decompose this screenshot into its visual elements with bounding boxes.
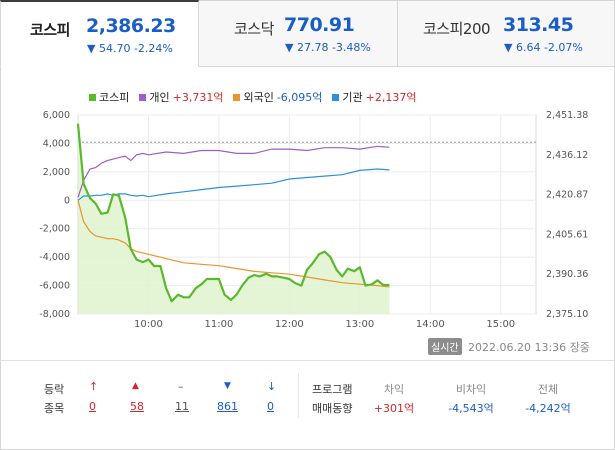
x-tick-label: 10:00 bbox=[134, 319, 163, 330]
program-label-2: 매매동향 bbox=[312, 402, 353, 415]
foreign-line bbox=[77, 200, 390, 288]
left-tick-label: 6,000 bbox=[43, 110, 70, 121]
tab-kospi200-value: 313.45 bbox=[503, 14, 574, 36]
tab-kospi-name: 코스피 bbox=[30, 21, 70, 39]
kospi-line bbox=[76, 123, 390, 303]
program-value-nonarbitrage: -4,543억 bbox=[448, 402, 494, 415]
legend-institution-value: +2,137억 bbox=[365, 91, 417, 104]
x-tick-label: 12:00 bbox=[275, 319, 304, 330]
summary-divider bbox=[298, 373, 299, 418]
tab-kospi-value: 2,386.23 bbox=[86, 15, 176, 37]
legend-institution-swatch bbox=[332, 93, 340, 101]
right-tick-label: 2,405.61 bbox=[546, 229, 588, 240]
left-tick-label: -4,000 bbox=[39, 252, 70, 263]
rise-count[interactable]: 58 bbox=[130, 400, 144, 413]
tab-kosdaq-change: ▼ 27.78 -3.48% bbox=[285, 41, 371, 54]
tab-kospi200-name: 코스피200 bbox=[423, 20, 491, 38]
limit-down-icon: ↓ bbox=[267, 380, 277, 393]
flat-count[interactable]: 11 bbox=[175, 400, 189, 413]
individual-line bbox=[77, 145, 390, 198]
tab-kosdaq[interactable]: 코스닥 770.91 ▼ 27.78 -3.48% bbox=[199, 0, 398, 67]
fall-count[interactable]: 861 bbox=[217, 400, 238, 413]
index-chart: 10:00 11:00 12:00 13:00 14:00 15:00 6,000 4,000… bbox=[39, 110, 588, 330]
program-value-total: -4,242억 bbox=[525, 402, 571, 415]
program-label-1: 프로그램 bbox=[312, 383, 353, 396]
tab-kospi200[interactable]: 코스피200 313.45 ▼ 6.64 -2.07% bbox=[398, 0, 615, 67]
realtime-badge[interactable]: 실시간 bbox=[428, 338, 462, 355]
tab-kospi-change: ▼ 54.70 -2.24% bbox=[87, 42, 173, 55]
breadth-label-2: 종목 bbox=[44, 402, 65, 415]
chart-panel: 코스피 개인 +3,731억 외국인 -6,095억 기관 +2,137억 10… bbox=[0, 67, 615, 360]
tab-kosdaq-value: 770.91 bbox=[284, 14, 355, 36]
left-tick-label: 4,000 bbox=[43, 138, 70, 149]
chart-grid bbox=[77, 114, 537, 315]
chart-axes: 10:00 11:00 12:00 13:00 14:00 15:00 6,000 4,000… bbox=[39, 110, 588, 330]
left-tick-label: 0 bbox=[64, 195, 70, 206]
right-tick-label: 2,420.87 bbox=[546, 190, 588, 201]
program-header-arbitrage: 차익 bbox=[383, 383, 405, 396]
fall-icon: ▼ bbox=[224, 381, 231, 391]
legend-foreign-value: -6,095억 bbox=[276, 91, 323, 104]
legend-foreign-swatch bbox=[233, 93, 241, 101]
legend-individual-swatch bbox=[139, 93, 147, 101]
breadth-label-1: 등락 bbox=[44, 383, 65, 396]
legend-foreign[interactable]: 외국인 -6,095억 bbox=[233, 89, 322, 105]
market-summary: 등락 종목 ↑ 0 ▲ 58 – 11 ▼ 861 ↓ 0 프로그램 매매동향 … bbox=[0, 360, 615, 450]
program-value-arbitrage: +301억 bbox=[373, 402, 415, 415]
legend-kospi-label: 코스피 bbox=[99, 91, 130, 104]
right-tick-label: 2,436.12 bbox=[546, 150, 588, 161]
right-tick-label: 2,451.38 bbox=[546, 110, 588, 121]
x-tick-label: 11:00 bbox=[205, 319, 234, 330]
right-tick-label: 2,390.36 bbox=[546, 269, 588, 280]
legend-individual-value: +3,731억 bbox=[172, 91, 224, 104]
right-tick-label: 2,375.10 bbox=[546, 309, 588, 320]
legend-kospi[interactable]: 코스피 bbox=[89, 89, 129, 105]
market-status: 장중 bbox=[569, 341, 590, 354]
x-tick-label: 14:00 bbox=[416, 319, 445, 330]
left-tick-label: -6,000 bbox=[39, 281, 70, 292]
left-tick-label: -2,000 bbox=[39, 224, 70, 235]
tab-kospi200-change: ▼ 6.64 -2.07% bbox=[504, 41, 583, 54]
chart-legend: 코스피 개인 +3,731억 외국인 -6,095억 기관 +2,137억 bbox=[89, 89, 417, 105]
limit-down-count[interactable]: 0 bbox=[267, 400, 274, 413]
flat-icon: – bbox=[178, 380, 184, 393]
timestamp-value: 2022.06.20 13:36 bbox=[468, 341, 567, 354]
left-tick-label: 2,000 bbox=[43, 167, 70, 178]
institution-line bbox=[77, 168, 390, 201]
tab-kosdaq-name: 코스닥 bbox=[234, 20, 274, 38]
x-tick-label: 13:00 bbox=[345, 319, 374, 330]
left-tick-label: -8,000 bbox=[39, 309, 70, 320]
program-header-nonarbitrage: 비차익 bbox=[455, 383, 487, 396]
tab-kospi[interactable]: 코스피 2,386.23 ▼ 54.70 -2.24% bbox=[0, 0, 199, 67]
legend-individual[interactable]: 개인 +3,731억 bbox=[139, 89, 223, 105]
chart-series bbox=[76, 123, 390, 314]
rise-icon: ▲ bbox=[132, 381, 139, 391]
legend-kospi-swatch bbox=[89, 93, 96, 101]
legend-individual-label: 개인 bbox=[149, 91, 170, 104]
legend-foreign-label: 외국인 bbox=[243, 91, 274, 104]
index-tabs: 코스피 2,386.23 ▼ 54.70 -2.24% 코스닥 770.91 ▼… bbox=[0, 0, 615, 67]
legend-institution[interactable]: 기관 +2,137억 bbox=[332, 89, 417, 105]
limit-up-count[interactable]: 0 bbox=[89, 400, 96, 413]
legend-institution-label: 기관 bbox=[342, 91, 363, 104]
x-tick-label: 15:00 bbox=[486, 319, 515, 330]
limit-up-icon: ↑ bbox=[89, 380, 99, 393]
chart-timestamp: 2022.06.20 13:36 장중 bbox=[468, 339, 590, 355]
program-header-total: 전체 bbox=[537, 383, 559, 396]
